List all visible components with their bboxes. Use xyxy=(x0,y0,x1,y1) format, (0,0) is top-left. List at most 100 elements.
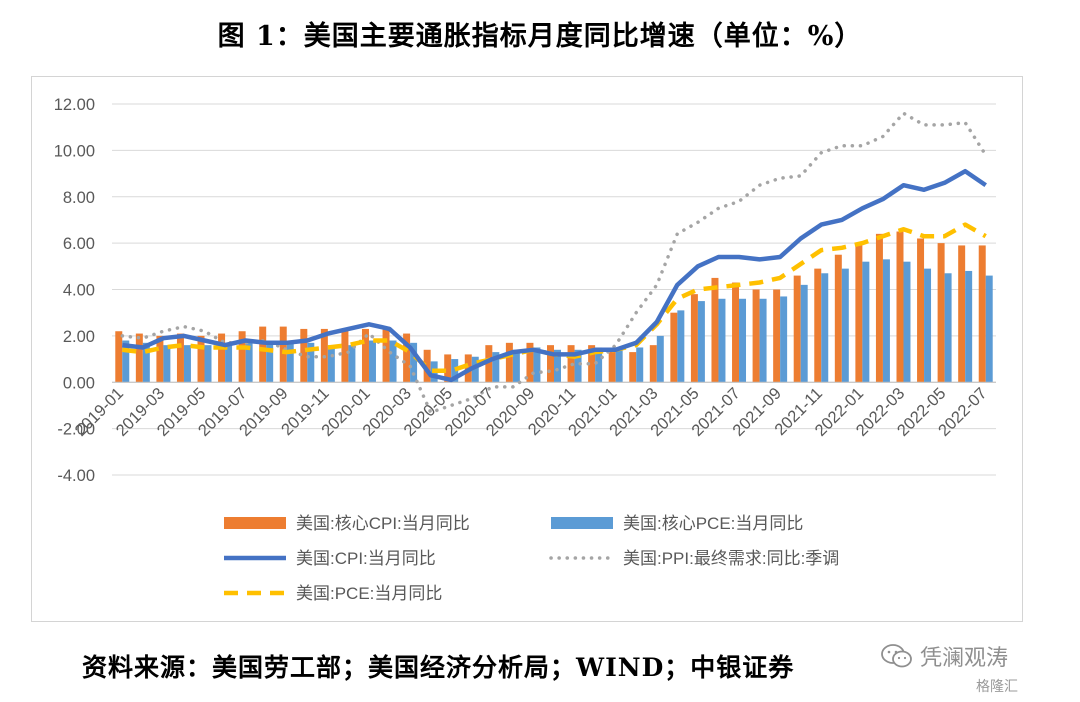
bar xyxy=(279,326,287,383)
bar xyxy=(649,345,657,383)
bar xyxy=(533,347,541,383)
bar xyxy=(656,335,664,383)
bar xyxy=(937,243,945,383)
bar xyxy=(875,233,883,383)
bar xyxy=(855,243,863,383)
bar xyxy=(985,275,993,383)
bar xyxy=(471,356,479,383)
bar xyxy=(368,340,376,383)
bar xyxy=(485,345,493,383)
bar xyxy=(752,289,760,383)
bar xyxy=(636,347,644,383)
bar xyxy=(821,273,829,383)
series-line xyxy=(122,168,987,383)
legend-label: 美国:核心PCE:当月同比 xyxy=(623,514,803,533)
bar xyxy=(410,342,418,383)
bar xyxy=(547,345,554,383)
bar xyxy=(348,345,356,383)
bar xyxy=(451,359,459,383)
bar xyxy=(135,333,143,383)
bar xyxy=(142,342,150,383)
bar xyxy=(697,301,705,383)
bar xyxy=(300,328,308,383)
wechat-icon xyxy=(881,644,912,668)
bar xyxy=(629,352,637,383)
bar xyxy=(574,349,582,383)
bar xyxy=(176,333,184,383)
bar xyxy=(711,277,719,383)
bar xyxy=(307,342,315,383)
line-series xyxy=(120,111,988,415)
legend-label: 美国:CPI:当月同比 xyxy=(296,549,436,568)
bar xyxy=(512,349,520,383)
y-axis-labels: 12.00 10.00 8.00 6.00 4.00 2.00 0.00 -2.00 -4.00 xyxy=(54,96,95,485)
bar xyxy=(403,333,411,383)
bar xyxy=(841,268,849,383)
bar xyxy=(266,340,274,383)
bar xyxy=(814,268,822,383)
legend-swatch xyxy=(551,517,613,529)
bar xyxy=(225,342,233,383)
bar-series xyxy=(115,231,993,383)
bar xyxy=(732,282,740,383)
bar xyxy=(978,245,986,383)
y-tick-label: 10.00 xyxy=(54,142,95,160)
bar xyxy=(526,342,534,383)
bar xyxy=(677,310,685,383)
chart-frame: 12.00 10.00 8.00 6.00 4.00 2.00 0.00 -2.00 -4.00… xyxy=(31,76,1023,622)
bar xyxy=(554,349,561,383)
bar xyxy=(834,254,842,383)
bar xyxy=(924,268,932,383)
bar xyxy=(800,284,808,383)
bar xyxy=(588,345,596,383)
bar xyxy=(204,345,212,383)
bar xyxy=(944,273,952,383)
bar xyxy=(608,349,616,383)
bar xyxy=(389,340,397,383)
bar xyxy=(259,326,267,383)
bar xyxy=(595,347,603,383)
y-tick-label: 4.00 xyxy=(63,282,95,300)
y-tick-label: 0.00 xyxy=(63,374,95,392)
bar xyxy=(327,345,335,383)
legend-label: 美国:PCE:当月同比 xyxy=(296,584,442,603)
y-tick-label: 6.00 xyxy=(63,235,95,253)
bar xyxy=(615,347,623,383)
bar xyxy=(505,342,513,383)
bar xyxy=(670,312,678,383)
bar xyxy=(156,335,164,383)
bar xyxy=(965,270,973,383)
bar xyxy=(238,331,246,383)
bar xyxy=(862,261,870,383)
bar xyxy=(197,335,205,383)
y-tick-label: 8.00 xyxy=(63,189,95,207)
x-axis-labels: 2019-012019-032019-052019-072019-092019-… xyxy=(72,384,991,440)
bar xyxy=(780,296,788,383)
legend-swatch xyxy=(224,517,286,529)
bar xyxy=(773,289,781,383)
bar xyxy=(361,328,369,383)
bar xyxy=(163,345,171,383)
bar xyxy=(690,294,698,383)
bar xyxy=(896,231,904,383)
y-tick-label: 12.00 xyxy=(54,96,95,114)
chart: 12.00 10.00 8.00 6.00 4.00 2.00 0.00 -2.00 -4.00… xyxy=(54,96,996,603)
legend-label: 美国:PPI:最终需求:同比:季调 xyxy=(623,549,839,568)
watermark-brand: 格隆汇 xyxy=(976,679,1018,695)
bar xyxy=(793,275,801,383)
y-tick-label: -4.00 xyxy=(57,467,95,485)
bar xyxy=(382,326,390,383)
bar xyxy=(341,328,349,383)
bar xyxy=(245,342,253,383)
bar xyxy=(958,245,966,383)
watermark-text: 凭澜观涛 xyxy=(920,646,1009,671)
figure-title: 图 1：美国主要通胀指标月度同比增速（单位：%） xyxy=(217,21,863,52)
bar xyxy=(423,349,431,383)
bar xyxy=(492,352,500,383)
bar xyxy=(122,340,130,383)
bar xyxy=(903,261,911,383)
bar xyxy=(444,354,452,383)
bar xyxy=(759,298,767,383)
bar xyxy=(183,345,191,383)
